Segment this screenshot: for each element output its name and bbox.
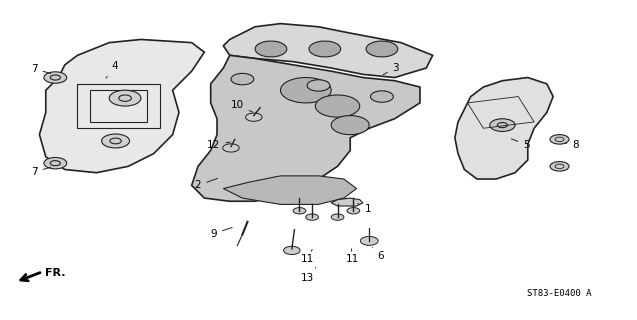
Circle shape bbox=[283, 246, 300, 254]
PathPatch shape bbox=[224, 24, 433, 77]
PathPatch shape bbox=[224, 176, 357, 204]
Ellipse shape bbox=[309, 41, 341, 57]
Circle shape bbox=[550, 135, 569, 144]
Text: 7: 7 bbox=[31, 167, 51, 177]
Circle shape bbox=[490, 119, 515, 132]
Circle shape bbox=[371, 91, 393, 102]
Circle shape bbox=[44, 157, 67, 169]
Text: 2: 2 bbox=[195, 178, 218, 190]
Circle shape bbox=[550, 162, 569, 171]
Circle shape bbox=[331, 214, 344, 220]
Text: 4: 4 bbox=[106, 61, 118, 78]
Text: 10: 10 bbox=[231, 100, 252, 112]
Text: 11: 11 bbox=[345, 249, 359, 264]
Text: 9: 9 bbox=[211, 228, 232, 239]
Text: 11: 11 bbox=[301, 250, 314, 264]
Ellipse shape bbox=[331, 116, 369, 135]
Circle shape bbox=[44, 72, 67, 83]
PathPatch shape bbox=[331, 198, 363, 206]
Text: 5: 5 bbox=[512, 139, 530, 150]
Circle shape bbox=[246, 113, 262, 121]
Text: ST83-E0400 A: ST83-E0400 A bbox=[527, 289, 592, 298]
Ellipse shape bbox=[315, 95, 360, 117]
Text: 12: 12 bbox=[207, 140, 230, 150]
Text: 3: 3 bbox=[383, 63, 399, 75]
Circle shape bbox=[361, 236, 378, 245]
Circle shape bbox=[101, 134, 129, 148]
Circle shape bbox=[231, 73, 254, 85]
Text: 6: 6 bbox=[373, 248, 384, 261]
Ellipse shape bbox=[280, 77, 331, 103]
Text: 13: 13 bbox=[301, 268, 315, 283]
Circle shape bbox=[293, 208, 306, 214]
Text: FR.: FR. bbox=[45, 268, 65, 278]
Text: 7: 7 bbox=[31, 64, 51, 74]
Ellipse shape bbox=[255, 41, 287, 57]
Circle shape bbox=[347, 208, 360, 214]
Text: 8: 8 bbox=[566, 140, 578, 150]
PathPatch shape bbox=[192, 55, 420, 201]
Text: 1: 1 bbox=[358, 204, 371, 214]
Ellipse shape bbox=[366, 41, 397, 57]
Circle shape bbox=[307, 80, 330, 91]
Circle shape bbox=[223, 144, 240, 152]
Circle shape bbox=[109, 90, 141, 106]
PathPatch shape bbox=[455, 77, 553, 179]
Circle shape bbox=[306, 214, 318, 220]
PathPatch shape bbox=[39, 39, 204, 173]
